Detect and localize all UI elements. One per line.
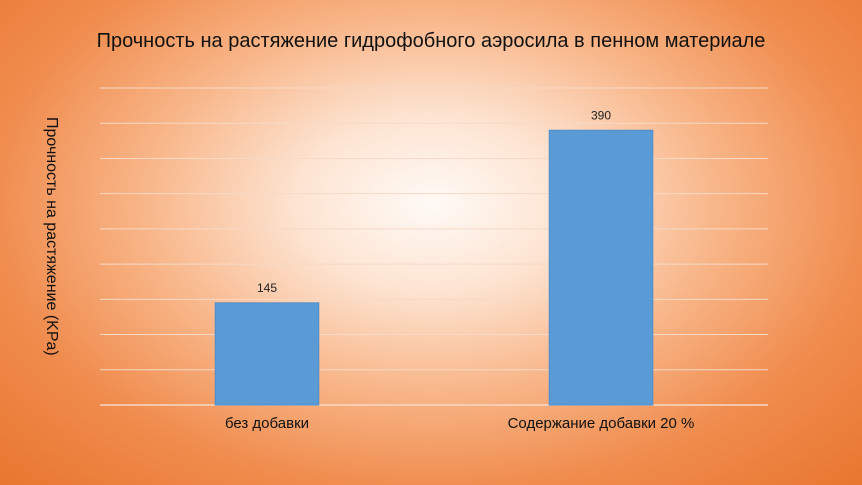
bars <box>214 129 654 406</box>
bar-1 <box>214 302 320 406</box>
bar-2 <box>548 129 654 406</box>
data-labels: 145 390 <box>257 108 611 295</box>
x-tick-label-1: без добавки <box>225 415 309 432</box>
x-tick-labels: без добавки Содержание добавки 20 % <box>225 415 694 432</box>
y-axis-label: Прочность на растяжение (KPa) <box>43 117 60 356</box>
data-label-2: 390 <box>591 108 611 122</box>
gridlines <box>100 87 768 406</box>
chart-title: Прочность на растяжение гидрофобного аэр… <box>96 30 766 52</box>
x-tick-label-2: Содержание добавки 20 % <box>508 415 695 432</box>
data-label-1: 145 <box>257 281 277 295</box>
